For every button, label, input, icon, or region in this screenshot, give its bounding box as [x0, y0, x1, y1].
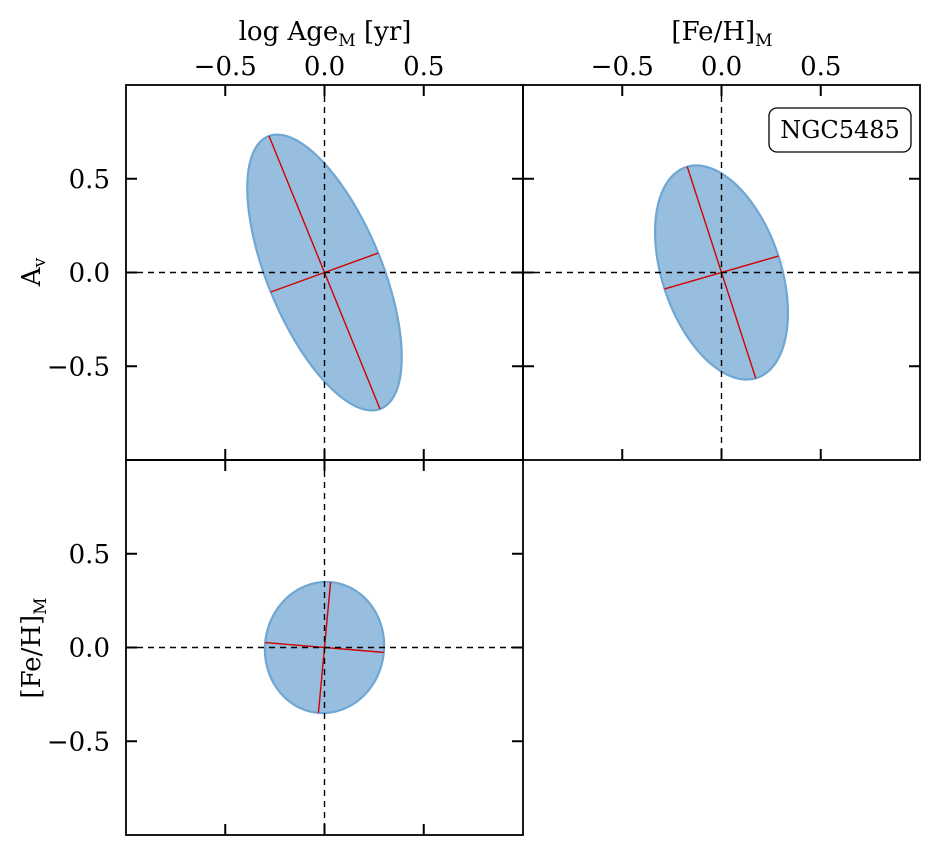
object-label: NGC5485: [780, 116, 900, 144]
x-tick-label: 0.0: [701, 52, 742, 82]
left-bottom-title-sub: M: [31, 597, 51, 614]
top-left-title-unit: [yr]: [356, 17, 412, 47]
x-tick-label: −0.5: [591, 52, 654, 82]
panel-age-vs-feh: −0.5 0.0 0.5: [47, 459, 524, 836]
object-label-frame: [768, 107, 912, 153]
object-label-box: NGC5485: [768, 107, 912, 153]
top-left-title-sub: M: [338, 31, 355, 51]
top-left-axis-title: log AgeM [yr]: [239, 17, 412, 51]
x-tick-label: 0.0: [304, 52, 345, 82]
top-right-title-sub: M: [755, 31, 772, 51]
left-bottom-axis-title: [Fe/H]M: [17, 597, 51, 698]
left-bottom-title-main: [Fe/H]: [17, 615, 47, 699]
x-tick-label: −0.5: [194, 52, 257, 82]
y-tick-label: 0.5: [69, 540, 110, 570]
x-tick-label: 0.5: [800, 52, 841, 82]
y-tick-label: 0.0: [69, 259, 110, 289]
top-right-title-main: [Fe/H]: [671, 17, 755, 47]
panel-feh-vs-av: −0.5 0.0 0.5: [522, 52, 921, 461]
panel-age-vs-av: −0.5 0.0 0.5 −0.5 0.0 0.5: [47, 52, 524, 461]
y-tick-label: −0.5: [47, 727, 110, 757]
top-left-title-main: log Age: [239, 17, 339, 47]
y-tick-label: 0.0: [69, 634, 110, 664]
y-tick-label: 0.5: [69, 165, 110, 195]
left-top-title-sub: v: [30, 257, 50, 268]
top-right-axis-title: [Fe/H]M: [671, 17, 772, 51]
y-tick-label: −0.5: [47, 352, 110, 382]
left-top-axis-title: Av: [17, 257, 50, 287]
x-tick-label: 0.5: [403, 52, 444, 82]
left-top-title-main: A: [17, 266, 47, 287]
